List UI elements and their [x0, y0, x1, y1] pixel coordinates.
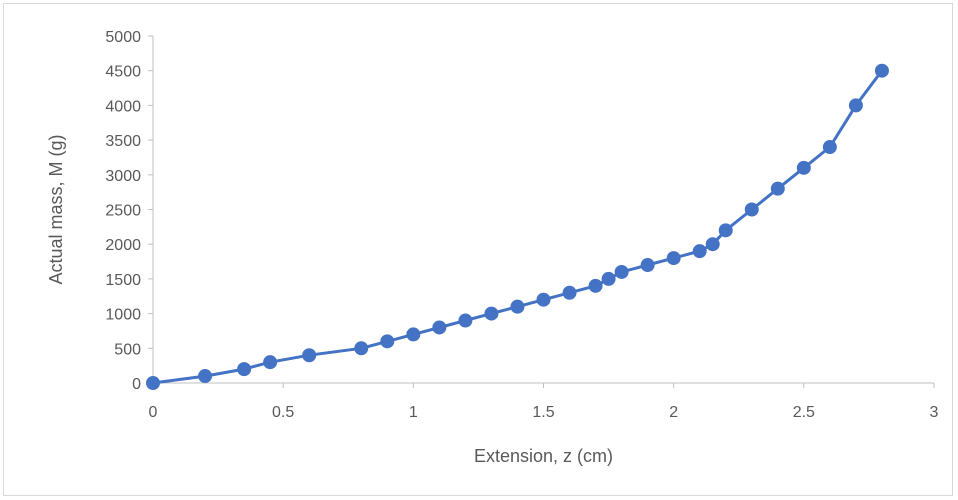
- chart-axes: [148, 35, 935, 388]
- x-tick-label: 0.5: [272, 404, 294, 421]
- data-point: [666, 251, 681, 266]
- x-tick-label: 1: [409, 404, 418, 421]
- data-point: [692, 244, 707, 259]
- y-tick-label: 5000: [105, 29, 141, 46]
- data-point: [718, 223, 733, 238]
- y-tick-label: 0: [132, 376, 141, 393]
- data-point: [588, 278, 603, 293]
- x-tick-label: 0: [149, 404, 158, 421]
- y-tick-label: 1500: [105, 272, 141, 289]
- data-point: [484, 306, 499, 321]
- data-point: [198, 369, 213, 384]
- x-axis-title: Extension, z (cm): [474, 446, 613, 466]
- data-point: [848, 98, 863, 113]
- y-tick-label: 4000: [105, 98, 141, 115]
- data-point: [302, 348, 317, 363]
- data-point: [614, 264, 629, 279]
- series-layer: [146, 63, 889, 390]
- data-point: [146, 376, 160, 390]
- data-point: [432, 320, 447, 335]
- y-tick-label: 4500: [105, 64, 141, 81]
- y-tick-labels: 0 500 1000 1500 2000 2500 3000 3500 4000 4500 5000: [105, 29, 141, 393]
- data-point: [796, 160, 811, 175]
- data-point: [406, 327, 421, 342]
- x-tick-label: 3: [930, 404, 939, 421]
- data-point: [744, 202, 759, 217]
- data-point: [705, 237, 720, 252]
- y-tick-label: 3500: [105, 133, 141, 150]
- series-line: [152, 69, 884, 385]
- data-point: [536, 292, 551, 307]
- data-point: [770, 181, 785, 196]
- y-tick-label: 500: [114, 341, 141, 358]
- data-point: [354, 341, 369, 356]
- x-tick-label: 1.5: [532, 404, 554, 421]
- y-tick-label: 2000: [105, 237, 141, 254]
- data-point: [263, 355, 278, 370]
- y-tick-label: 1000: [105, 307, 141, 324]
- data-point: [237, 362, 252, 377]
- data-point: [601, 271, 616, 286]
- y-tick-label: 2500: [105, 203, 141, 220]
- x-tick-label: 2: [669, 404, 678, 421]
- data-point: [822, 140, 837, 155]
- x-tick-label: 2.5: [793, 404, 815, 421]
- data-point: [640, 258, 655, 273]
- data-point: [510, 299, 525, 314]
- data-point: [380, 334, 395, 349]
- data-point: [458, 313, 473, 328]
- data-point: [562, 285, 577, 300]
- data-point: [874, 63, 889, 78]
- x-tick-labels: 0 0.5 1 1.5 2 2.5 3: [149, 404, 939, 421]
- y-tick-label: 3000: [105, 168, 141, 185]
- chart-frame: [3, 3, 953, 496]
- y-axis-title: Actual mass, M (g): [46, 134, 66, 284]
